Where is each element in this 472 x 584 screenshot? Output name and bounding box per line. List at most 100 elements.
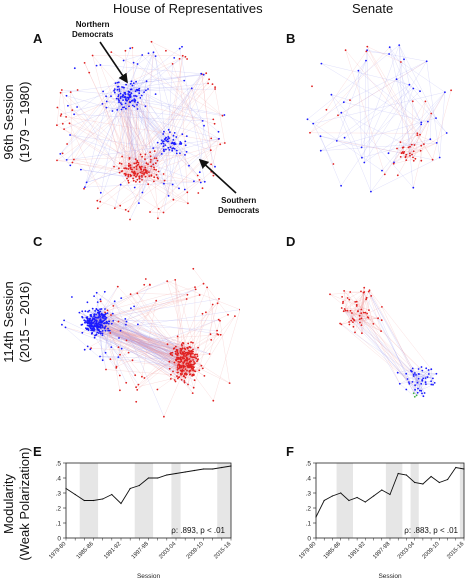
chart-e-ytick-label: .2 — [56, 506, 62, 513]
panel-letter-c: C — [33, 234, 43, 249]
chart-e-data-point — [111, 493, 113, 496]
modularity-chart-house: 0 .1 .2 .3 .4 .5 1979-80 1985-86 1991-92 1997-98 2… — [48, 461, 232, 581]
chart-f-xtick-label: 1979-80 — [298, 541, 317, 560]
chart-f-shaded-band — [459, 463, 464, 538]
network-a-nodes — [56, 40, 226, 221]
chart-e-data-point — [184, 471, 186, 473]
chart-f-data-point — [323, 499, 325, 502]
southern-democrats-annotation: Southern Democrats — [218, 196, 259, 216]
chart-f-data-point — [348, 499, 350, 502]
panel-letter-b: B — [286, 31, 296, 46]
chart-f-data-point — [422, 483, 424, 485]
chart-f-xtick-label: 1997-98 — [372, 541, 391, 560]
chart-f-correlation-annotation: ρ: .883, p < .01 — [404, 526, 458, 535]
chart-e-data-point — [230, 465, 232, 467]
panel-letter-a: A — [33, 31, 43, 46]
chart-f-data-point — [397, 472, 399, 475]
chart-f-ytick-label: .2 — [306, 506, 312, 513]
chart-f-data-point — [447, 478, 449, 481]
panel-letter-d: D — [286, 234, 296, 249]
panel-letter-f: F — [286, 444, 294, 459]
chart-e-data-point — [138, 484, 140, 487]
chart-f-xlabel: Session — [378, 573, 402, 580]
chart-e-xtick-label: 2015-16 — [213, 541, 232, 560]
southern-arrow — [198, 158, 237, 194]
chart-f-ytick-label: 0 — [307, 536, 311, 543]
chart-f-xtick-label: 2015-16 — [446, 541, 465, 560]
northern-democrats-line2: Democrats — [72, 30, 114, 39]
network-c-nodes — [61, 267, 240, 418]
chart-e-xtick-label: 2009-10 — [186, 541, 205, 560]
chart-e-data-point — [221, 466, 223, 469]
house-column-title: House of Representatives — [113, 1, 263, 16]
chart-e-xtick-label: 2003-04 — [158, 541, 178, 561]
chart-f-data-point — [381, 489, 383, 491]
chart-e-data-point — [120, 502, 122, 505]
chart-e-data-point — [92, 499, 95, 502]
chart-f-data-point — [438, 481, 440, 484]
chart-f-shaded-band — [410, 463, 419, 538]
chart-e-ytick-label: .3 — [56, 491, 62, 498]
chart-e-data-point — [83, 499, 85, 502]
chart-f-xtick-label: 1991-92 — [347, 541, 366, 560]
chart-f-data-point — [364, 501, 366, 503]
chart-e-data-point — [166, 474, 168, 476]
chart-e-xtick-label: 1991-92 — [103, 541, 122, 560]
chart-f-data-point — [463, 468, 465, 470]
chart-e-shaded-band — [171, 463, 181, 538]
chart-e-data-point — [157, 477, 159, 479]
chart-e-data-point — [129, 487, 131, 490]
chart-f-xtick-label: 1985-86 — [323, 541, 342, 560]
chart-e-data-point — [193, 469, 195, 472]
chart-e-ytick-label: .1 — [56, 521, 62, 528]
chart-e-data-point — [147, 477, 150, 479]
chart-f-ytick-label: .1 — [306, 521, 312, 528]
chart-e-data-point — [65, 487, 67, 490]
network-house-96th — [56, 40, 226, 221]
chart-f-data-point — [389, 493, 391, 496]
network-b-edges — [307, 44, 452, 192]
chart-e-xtick-label: 1979-80 — [48, 541, 67, 560]
modularity-chart-senate: 0 .1 .2 .3 .4 .5 1979-80 1985-86 1991-92 1997-98 2… — [298, 461, 465, 581]
chart-f-data-point — [414, 481, 416, 484]
panel-letter-e: E — [33, 444, 42, 459]
network-senate-96th — [306, 44, 452, 193]
chart-e-xtick-label: 1985-86 — [76, 541, 95, 560]
chart-f-data-point — [405, 474, 407, 476]
chart-f-data-point — [373, 495, 375, 497]
chart-f-data-point — [356, 496, 358, 499]
chart-e-correlation-annotation: ρ: .893, p < .01 — [171, 526, 225, 535]
chart-f-data-point — [340, 492, 342, 494]
chart-f-data-point — [315, 516, 317, 518]
chart-e-data-point — [175, 472, 177, 475]
chart-f-data-point — [455, 466, 457, 469]
chart-f-data-point — [430, 475, 432, 478]
network-d-nodes — [329, 286, 438, 398]
network-b-nodes — [306, 44, 452, 193]
chart-e-xlabel: Session — [137, 573, 161, 580]
chart-f-ytick-label: .3 — [306, 491, 312, 498]
chart-f-shaded-band — [385, 463, 403, 538]
chart-e-ytick-label: 0 — [57, 536, 61, 543]
chart-f-xtick-label: 2003-04 — [397, 541, 417, 561]
chart-e-data-point — [212, 468, 214, 470]
chart-e-data-point — [74, 493, 76, 496]
northern-democrats-annotation: Northern Democrats — [72, 20, 113, 40]
chart-e-ytick-label: .5 — [56, 461, 62, 468]
chart-e-data-point — [102, 498, 104, 500]
northern-democrats-line1: Northern — [75, 20, 110, 29]
network-senate-114th — [329, 286, 438, 398]
chart-e-shaded-band — [217, 463, 231, 538]
network-house-114th — [61, 267, 240, 418]
chart-e-ytick-label: .4 — [56, 476, 62, 483]
southern-democrats-line1: Southern — [221, 196, 257, 205]
chart-e-shaded-band — [134, 463, 154, 538]
network-d-edges — [329, 287, 437, 397]
chart-f-ytick-label: .4 — [306, 476, 312, 483]
chart-f-shaded-band — [336, 463, 353, 538]
chart-e-xtick-label: 1997-98 — [131, 541, 150, 560]
southern-democrats-line2: Democrats — [218, 206, 260, 215]
northern-arrow — [99, 41, 128, 84]
chart-f-data-point — [331, 495, 333, 497]
